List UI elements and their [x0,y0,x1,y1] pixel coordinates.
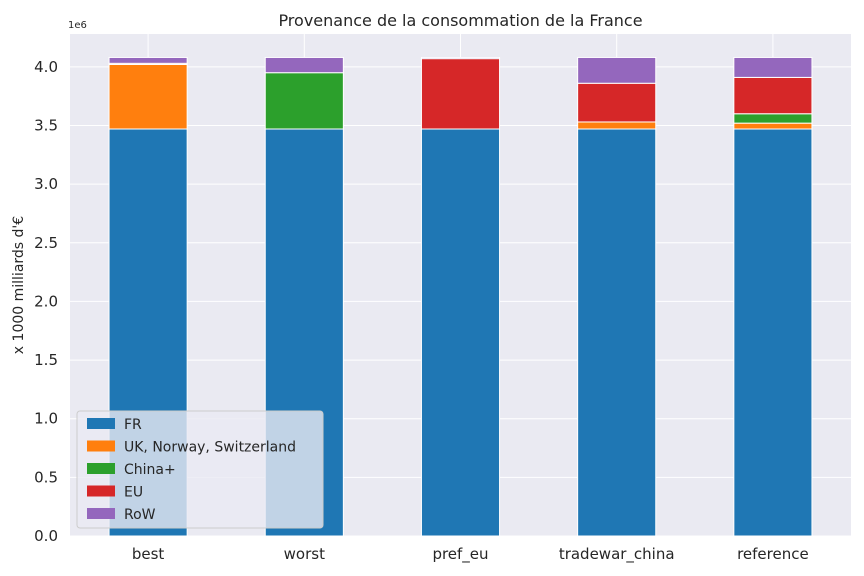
legend-label: EU [124,485,143,501]
bar-segment [733,122,813,130]
bar-segment [577,128,657,537]
legend-label: UK, Norway, Switzerland [124,440,296,456]
chart-title: Provenance de la consommation de la Fran… [278,11,642,30]
x-tick-label: pref_eu [432,545,488,564]
x-tick-label: worst [284,545,325,563]
x-axis-ticks: best worst pref_eu tradewar_china reference [132,545,809,564]
y-axis-offset-label: 1e6 [68,20,87,31]
y-tick-label: 0.5 [34,468,58,486]
y-tick-label: 2.0 [34,292,58,310]
bar-segment [108,56,188,64]
y-tick-label: 2.5 [34,234,58,252]
bar-segment [420,56,501,60]
legend-swatch [87,440,115,452]
bars [108,56,813,537]
legend-swatch [87,463,115,474]
y-tick-label: 4.0 [34,58,58,76]
bar-segment [264,56,344,74]
bar-segment [733,128,813,537]
x-tick-label: tradewar_china [559,545,675,564]
bar-segment [577,56,657,84]
y-axis-ticks: 0.0 0.5 1.0 1.5 2.0 2.5 3.0 3.5 4.0 [34,58,58,545]
bar-segment [420,58,501,130]
y-tick-label: 1.5 [34,351,58,369]
bar-segment [733,76,813,115]
legend-swatch [87,508,115,519]
bar-segment [264,72,344,130]
bar-segment [420,128,501,537]
legend-box [76,410,324,529]
y-tick-label: 0.0 [34,527,58,545]
legend-label: FR [124,417,142,433]
bar-segment [733,113,813,124]
y-axis-label: x 1000 milliards d'€ [11,216,27,354]
bar-segment [733,56,813,78]
legend-swatch [87,485,115,497]
y-tick-label: 1.0 [34,410,58,428]
y-tick-label: 3.0 [34,175,58,193]
x-tick-label: reference [737,545,809,563]
legend: FR UK, Norway, Switzerland China+ EU RoW [76,410,324,529]
bar-segment [108,63,188,130]
legend-label: RoW [124,507,156,523]
bar-segment [577,121,657,130]
legend-swatch [87,418,115,429]
y-tick-label: 3.5 [34,116,58,134]
x-tick-label: best [132,545,165,563]
legend-label: China+ [124,462,176,478]
bar-segment [577,82,657,123]
